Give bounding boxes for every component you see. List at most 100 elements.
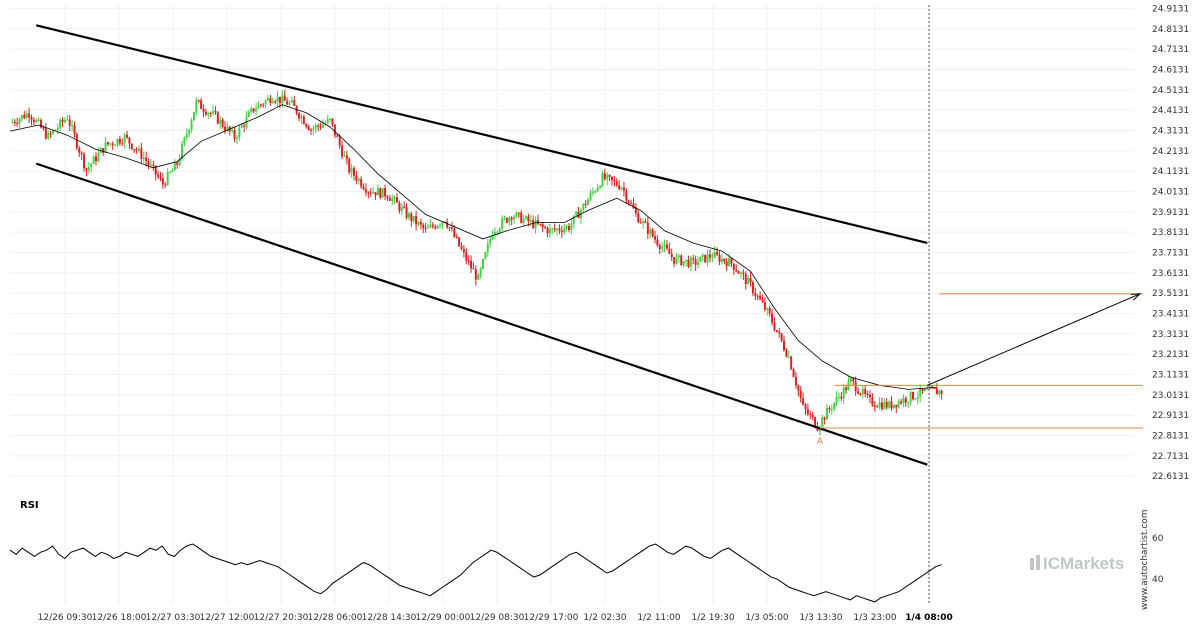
y-tick-label: 23.8131 <box>1152 228 1189 238</box>
candle-body <box>341 145 344 157</box>
candle-body <box>852 378 855 382</box>
candle-body <box>73 125 76 135</box>
candle-body <box>269 97 272 104</box>
x-tick-label: 12/26 09:30 <box>38 613 93 623</box>
candle-body <box>30 117 33 120</box>
candle-body <box>809 414 812 416</box>
candle-body <box>694 259 697 265</box>
candle-body <box>632 203 635 209</box>
candle-body <box>701 254 704 257</box>
candle-body <box>713 251 716 258</box>
candle-body <box>106 141 109 145</box>
candle-body <box>859 393 862 395</box>
candle-body <box>914 398 917 400</box>
moving-average-line <box>9 104 937 390</box>
candle-body <box>307 126 310 130</box>
candle-body <box>895 404 898 408</box>
candle-body <box>556 228 559 230</box>
candle-body <box>869 394 871 398</box>
candle-body <box>761 299 764 302</box>
candle-body <box>603 173 606 180</box>
candle-body <box>83 154 86 169</box>
candle-body <box>816 427 819 431</box>
candle-body <box>235 137 238 139</box>
candle-body <box>68 119 71 126</box>
candle-body <box>200 100 203 110</box>
x-tick-label: 12/27 03:30 <box>146 613 201 623</box>
candle-body <box>185 133 188 138</box>
candle-body <box>582 203 585 211</box>
forecast-arrow-line <box>927 293 1141 386</box>
candle-body <box>486 243 489 253</box>
x-tick-label: 1/2 19:30 <box>691 613 735 623</box>
candle-body <box>173 162 176 171</box>
candle-body <box>190 120 193 130</box>
candle-body <box>804 404 807 410</box>
candle-body <box>766 308 769 310</box>
candle-body <box>560 230 563 233</box>
candle-body <box>785 349 788 357</box>
x-tick-label: 1/2 11:00 <box>637 613 681 623</box>
candle-body <box>288 102 291 105</box>
y-tick-label: 22.8131 <box>1152 432 1189 442</box>
watermark: www.autochartist.com <box>1140 509 1150 610</box>
candle-body <box>138 148 140 151</box>
candle-body <box>422 224 425 229</box>
candle-body <box>319 126 322 128</box>
candle-body <box>317 125 320 127</box>
candle-body <box>152 164 155 166</box>
candle-body <box>290 100 293 103</box>
candle-body <box>281 95 284 103</box>
candle-body <box>212 111 215 114</box>
candle-body <box>183 137 186 145</box>
candle-body <box>620 187 623 190</box>
candle-body <box>938 390 941 395</box>
candle-body <box>940 390 943 394</box>
candle-body <box>890 401 893 409</box>
y-tick-label: 24.0131 <box>1152 187 1189 197</box>
candle-body <box>396 197 398 203</box>
candle-body <box>415 216 418 225</box>
candle-body <box>450 227 453 229</box>
candle-body <box>651 229 654 237</box>
candle-body <box>424 228 427 230</box>
y-tick-label: 23.4131 <box>1152 310 1189 320</box>
candle-body <box>35 120 38 123</box>
candle-body <box>656 239 659 246</box>
candle-body <box>658 245 661 249</box>
candle-body <box>147 161 150 166</box>
candle-body <box>407 213 410 218</box>
y-tick-label: 22.6131 <box>1152 472 1189 482</box>
candle-body <box>916 396 919 399</box>
candle-body <box>329 118 332 120</box>
candle-body <box>618 185 621 190</box>
candle-body <box>897 401 900 408</box>
candle-body <box>615 181 618 186</box>
candle-body <box>278 96 281 103</box>
candle-body <box>704 254 707 263</box>
candle-body <box>305 124 308 127</box>
candle-body <box>111 143 114 146</box>
candle-body <box>63 119 66 122</box>
candle-body <box>224 126 226 131</box>
candle-body <box>97 152 100 162</box>
candle-body <box>114 144 117 146</box>
pattern-point-label: A <box>817 437 824 447</box>
candle-body <box>783 340 785 350</box>
y-tick-label: 24.7131 <box>1152 45 1189 55</box>
candle-body <box>878 402 881 408</box>
x-tick-label: 12/26 18:00 <box>92 613 147 623</box>
candle-body <box>532 219 535 228</box>
candle-body <box>680 255 683 266</box>
candle-body <box>333 124 336 136</box>
candle-body <box>467 260 470 262</box>
candle-body <box>751 282 754 294</box>
candle-body <box>427 227 430 229</box>
candle-body <box>412 216 415 222</box>
candle-body <box>876 406 879 408</box>
candle-body <box>826 408 828 420</box>
candle-body <box>835 396 838 403</box>
candle-body <box>431 224 434 227</box>
candle-body <box>775 330 778 332</box>
x-tick-label: 1/4 08:00 <box>905 613 953 623</box>
